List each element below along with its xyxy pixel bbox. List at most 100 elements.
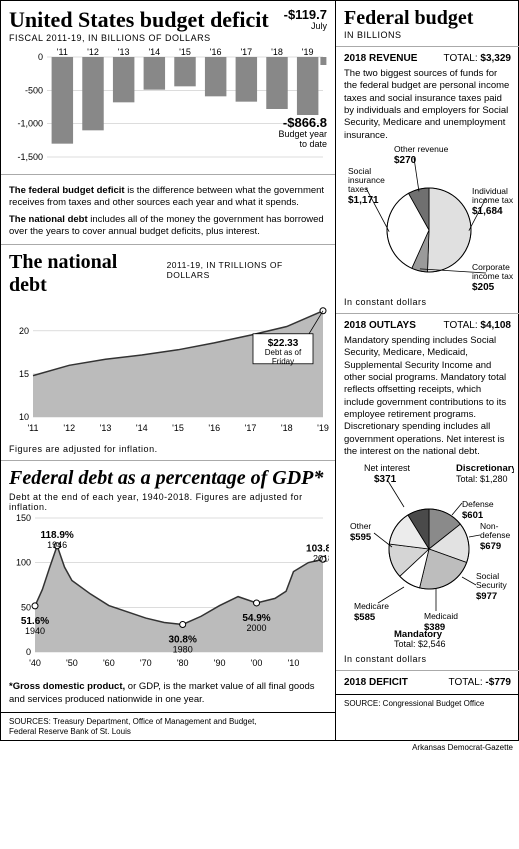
svg-text:'60: '60 bbox=[103, 658, 115, 668]
outlays-pie: Net interest$371DiscretionaryTotal: $1,2… bbox=[344, 459, 511, 654]
svg-text:'10: '10 bbox=[288, 658, 300, 668]
right-column: Federal budget IN BILLIONS 2018 REVENUE … bbox=[336, 1, 519, 740]
svg-text:'11: '11 bbox=[27, 423, 38, 433]
svg-text:10: 10 bbox=[19, 412, 29, 422]
svg-text:Net interest: Net interest bbox=[364, 463, 411, 473]
svg-text:'16: '16 bbox=[208, 423, 220, 433]
fed-budget-subtitle: IN BILLIONS bbox=[344, 30, 511, 40]
svg-text:-1,000: -1,000 bbox=[17, 119, 43, 129]
svg-text:Total: $2,546: Total: $2,546 bbox=[394, 639, 446, 649]
svg-text:income tax: income tax bbox=[472, 195, 514, 205]
svg-text:'14: '14 bbox=[136, 423, 148, 433]
outlays-section: 2018 OUTLAYS TOTAL: $4,108 Mandatory spe… bbox=[336, 314, 519, 669]
deficit-title: United States budget deficit bbox=[9, 7, 269, 33]
svg-text:20: 20 bbox=[19, 326, 29, 336]
svg-text:Friday: Friday bbox=[272, 357, 294, 366]
svg-text:0: 0 bbox=[38, 52, 43, 62]
gdp-subtitle: Debt at the end of each year, 1940-2018.… bbox=[9, 492, 327, 512]
svg-text:Defense: Defense bbox=[462, 499, 494, 509]
p2-bold: The national debt bbox=[9, 214, 88, 225]
svg-text:taxes: taxes bbox=[348, 184, 368, 194]
svg-text:$371: $371 bbox=[374, 474, 397, 485]
svg-text:'13: '13 bbox=[100, 423, 112, 433]
infographic: United States budget deficit FISCAL 2011… bbox=[0, 0, 519, 741]
out-label: 2018 OUTLAYS bbox=[344, 320, 416, 331]
nat-debt-title: The national debt bbox=[9, 251, 159, 297]
svg-text:$977: $977 bbox=[476, 591, 497, 602]
svg-text:15: 15 bbox=[19, 369, 29, 379]
deficit-callout-bot-num: -$866.8 bbox=[278, 115, 327, 130]
svg-text:'19: '19 bbox=[317, 423, 329, 433]
svg-text:'12: '12 bbox=[87, 47, 99, 57]
svg-text:$205: $205 bbox=[472, 282, 495, 292]
svg-text:0: 0 bbox=[26, 647, 31, 657]
svg-text:'15: '15 bbox=[179, 47, 191, 57]
svg-text:1946: 1946 bbox=[47, 540, 67, 550]
fed-budget-title: Federal budget bbox=[344, 7, 511, 30]
nat-debt-subtitle: 2011-19, IN TRILLIONS OF DOLLARS bbox=[167, 260, 327, 280]
svg-text:$270: $270 bbox=[394, 155, 417, 166]
svg-text:'90: '90 bbox=[214, 658, 226, 668]
deficit-total-section: 2018 DEFICIT TOTAL: -$779 bbox=[336, 671, 519, 694]
gdp-chart: 050100150'40'50'60'70'80'90'00'1051.6%19… bbox=[9, 512, 327, 677]
rev-total-lbl: TOTAL: bbox=[444, 53, 478, 64]
svg-text:$1,684: $1,684 bbox=[472, 206, 503, 217]
svg-text:Security: Security bbox=[476, 580, 507, 590]
gdp-section: Federal debt as a percentage of GDP* Deb… bbox=[1, 461, 335, 712]
nat-debt-chart: 101520'11'12'13'14'15'16'17'18'19$22.33D… bbox=[9, 297, 327, 442]
svg-text:Debt as of: Debt as of bbox=[265, 348, 302, 357]
svg-text:2000: 2000 bbox=[247, 623, 267, 633]
svg-text:defense: defense bbox=[480, 530, 511, 540]
svg-text:$679: $679 bbox=[480, 541, 501, 552]
svg-text:'12: '12 bbox=[63, 423, 75, 433]
svg-text:'17: '17 bbox=[240, 47, 252, 57]
svg-text:Medicaid: Medicaid bbox=[424, 611, 458, 621]
svg-text:'18: '18 bbox=[281, 423, 293, 433]
out-total-lbl: TOTAL: bbox=[444, 320, 478, 331]
out-footnote: In constant dollars bbox=[344, 654, 511, 664]
svg-text:Other: Other bbox=[350, 521, 371, 531]
rev-text: The two biggest sources of funds for the… bbox=[344, 68, 511, 142]
svg-text:-500: -500 bbox=[25, 85, 43, 95]
revenue-pie: Individualincome tax$1,684Corporateincom… bbox=[344, 142, 511, 297]
out-text: Mandatory spending includes Social Secur… bbox=[344, 335, 511, 458]
gdp-title: Federal debt as a percentage of GDP* bbox=[9, 467, 327, 490]
nat-debt-footnote: Figures are adjusted for inflation. bbox=[9, 444, 327, 454]
svg-text:'17: '17 bbox=[245, 423, 257, 433]
svg-text:Other revenue: Other revenue bbox=[394, 144, 449, 154]
sources-right: SOURCE: Congressional Budget Office bbox=[336, 695, 519, 713]
svg-text:'15: '15 bbox=[172, 423, 184, 433]
svg-text:Medicare: Medicare bbox=[354, 601, 389, 611]
rev-label: 2018 REVENUE bbox=[344, 53, 417, 64]
page-footer: Arkansas Democrat-Gazette bbox=[0, 741, 519, 754]
svg-text:income tax: income tax bbox=[472, 271, 514, 281]
revenue-section: 2018 REVENUE TOTAL: $3,329 The two bigge… bbox=[336, 47, 519, 313]
def-label: 2018 DEFICIT bbox=[344, 677, 408, 688]
def-total-lbl: TOTAL: bbox=[449, 677, 483, 688]
svg-text:1980: 1980 bbox=[173, 645, 193, 655]
left-column: United States budget deficit FISCAL 2011… bbox=[1, 1, 336, 740]
svg-text:'16: '16 bbox=[210, 47, 222, 57]
svg-text:'40: '40 bbox=[29, 658, 41, 668]
deficit-callout-top-num: -$119.7 bbox=[284, 7, 327, 22]
svg-text:-1,500: -1,500 bbox=[17, 152, 43, 162]
svg-text:1940: 1940 bbox=[25, 626, 45, 636]
svg-text:$585: $585 bbox=[354, 612, 376, 623]
svg-text:'11: '11 bbox=[57, 47, 68, 57]
svg-text:'14: '14 bbox=[148, 47, 160, 57]
def-total-val: -$779 bbox=[485, 677, 511, 688]
deficit-callout-bot-lbl: Budget year to date bbox=[278, 130, 327, 150]
deficit-callout-top-lbl: July bbox=[284, 22, 327, 32]
svg-text:$1,171: $1,171 bbox=[348, 195, 379, 206]
deficit-subtitle: FISCAL 2011-19, IN BILLIONS OF DOLLARS bbox=[9, 33, 269, 43]
rev-footnote: In constant dollars bbox=[344, 297, 511, 307]
svg-text:'70: '70 bbox=[140, 658, 152, 668]
svg-text:$601: $601 bbox=[462, 510, 484, 521]
deficit-section: United States budget deficit FISCAL 2011… bbox=[1, 1, 335, 174]
deficit-chart: 0-500-1,000-1,500'11'12'13'14'15'16'17'1… bbox=[9, 43, 327, 168]
svg-text:$595: $595 bbox=[350, 532, 372, 543]
national-debt-section: The national debt 2011-19, IN TRILLIONS … bbox=[1, 245, 335, 460]
svg-text:'50: '50 bbox=[66, 658, 78, 668]
svg-text:'18: '18 bbox=[271, 47, 283, 57]
svg-text:150: 150 bbox=[16, 513, 31, 523]
